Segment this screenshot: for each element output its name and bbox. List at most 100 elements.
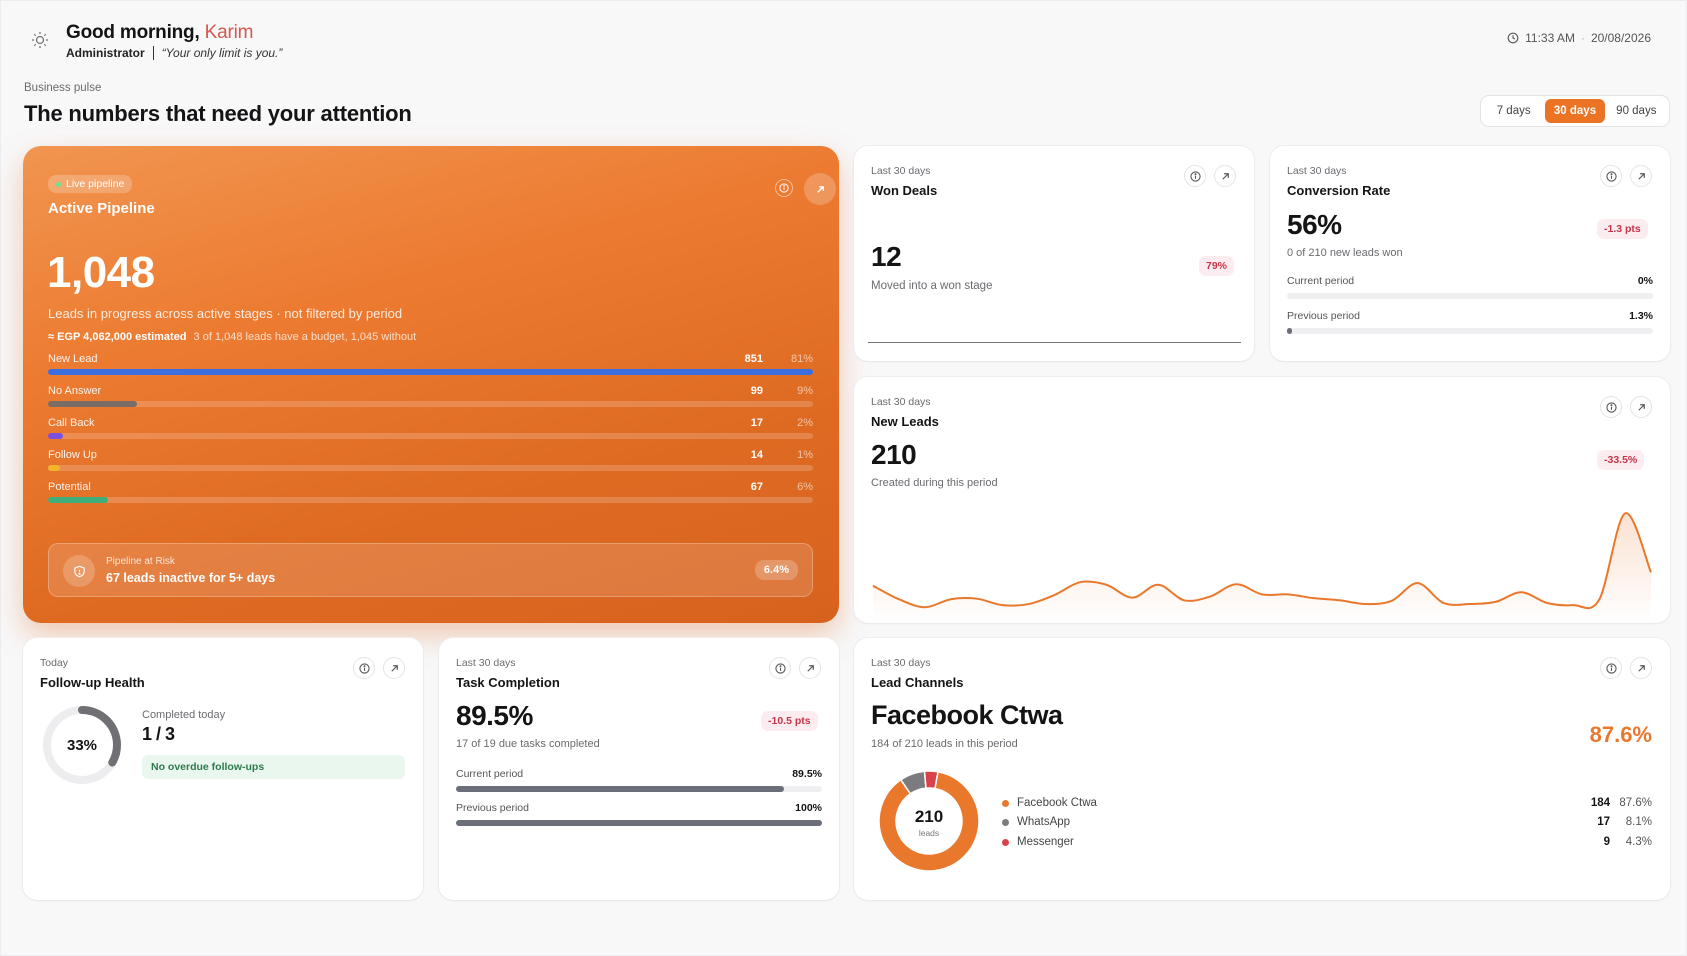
current-period-value: 89.5% [792, 768, 822, 780]
current-period-track [1287, 293, 1653, 299]
completed-value: 1 / 3 [142, 724, 175, 744]
pipeline-value: 1,048 [47, 248, 155, 297]
legend-percent: 87.6% [1619, 797, 1652, 809]
stage-track [48, 433, 813, 439]
previous-period-row: Previous period 100% [456, 802, 822, 814]
conversion-value: 56% [1287, 209, 1342, 240]
greeting: Good morning, Karim [66, 22, 253, 44]
section-kicker: Business pulse [24, 82, 102, 94]
info-icon[interactable] [1600, 165, 1622, 187]
lead-channels-card: Last 30 days Lead Channels Facebook Ctwa… [854, 638, 1670, 900]
stage-percent: 1% [797, 449, 813, 461]
card-period: Last 30 days [1287, 165, 1347, 177]
change-badge: -33.5% [1597, 450, 1645, 470]
stage-fill [48, 433, 64, 439]
donut-slice[interactable] [923, 770, 939, 790]
new-leads-card: Last 30 days New Leads 210 Created durin… [854, 377, 1670, 623]
legend-dot-icon [1002, 838, 1009, 846]
status-badge: No overdue follow-ups [142, 755, 405, 779]
card-title: Won Deals [871, 183, 938, 198]
info-icon[interactable] [769, 657, 791, 679]
live-dot-icon [56, 181, 61, 187]
arrow-up-right-icon[interactable] [383, 657, 405, 679]
legend-label: Messenger [1017, 836, 1074, 848]
range-option-7-days[interactable]: 7 days [1496, 105, 1531, 117]
top-channel-percent: 87.6% [1589, 722, 1652, 747]
arrow-up-right-icon[interactable] [1214, 165, 1236, 187]
stage-row[interactable]: Follow Up 14 1% [48, 449, 813, 479]
current-period-fill [456, 786, 784, 792]
sun-icon[interactable] [30, 30, 50, 50]
arrow-up-right-icon[interactable] [1630, 396, 1652, 418]
arrow-up-right-icon[interactable] [1630, 657, 1652, 679]
legend-percent: 8.1% [1625, 816, 1652, 828]
risk-text: 67 leads inactive for 5+ days [106, 571, 276, 585]
followup-percent: 33% [67, 737, 97, 754]
current-period-track [456, 786, 822, 792]
card-period: Today [40, 657, 69, 669]
stage-count: 14 [750, 449, 763, 461]
stage-percent: 6% [797, 481, 813, 493]
stage-track [48, 401, 813, 407]
legend-dot-icon [1002, 799, 1009, 807]
channels-donut: 210 leads [878, 770, 980, 872]
baseline [868, 342, 1241, 343]
legend-item[interactable]: WhatsApp [1002, 816, 1070, 828]
legend-item[interactable]: Facebook Ctwa [1002, 797, 1097, 809]
divider [152, 46, 154, 60]
stage-row[interactable]: No Answer 99 9% [48, 385, 813, 415]
stage-name: Follow Up [48, 449, 97, 461]
clock-icon [1507, 32, 1519, 44]
range-option-30-days[interactable]: 30 days [1545, 99, 1605, 123]
legend-percent: 4.3% [1625, 836, 1652, 848]
stage-row[interactable]: Call Back 17 2% [48, 417, 813, 447]
info-icon[interactable] [775, 179, 793, 197]
previous-period-fill [456, 820, 822, 826]
current-time: 11:33 AM [1525, 31, 1575, 45]
arrow-up-right-icon[interactable] [1630, 165, 1652, 187]
task-completion-value: 89.5% [456, 700, 533, 731]
stage-name: Potential [48, 481, 91, 493]
user-name: Karim [204, 22, 254, 43]
stage-percent: 81% [790, 353, 813, 365]
legend-item[interactable]: Messenger [1002, 836, 1074, 848]
followup-health-card: Today Follow-up Health 33% Completed tod… [23, 638, 423, 900]
info-icon[interactable] [1184, 165, 1206, 187]
card-title: Conversion Rate [1287, 183, 1391, 198]
stage-fill [48, 497, 109, 503]
range-option-90-days[interactable]: 90 days [1616, 105, 1657, 117]
change-badge: -10.5 pts [761, 711, 818, 731]
conversion-rate-card: Last 30 days Conversion Rate 56% 0 of 21… [1270, 146, 1670, 361]
info-icon[interactable] [353, 657, 375, 679]
won-deals-sub: Moved into a won stage [871, 280, 993, 292]
pipeline-estimate: ≈ EGP 4,062,000 estimated 3 of 1,048 lea… [48, 331, 416, 343]
live-pipeline-badge: Live pipeline [48, 175, 133, 193]
arrow-up-right-icon[interactable] [804, 173, 836, 205]
previous-period-value: 100% [795, 802, 822, 814]
stage-name: New Lead [48, 353, 98, 365]
stage-count: 99 [750, 385, 763, 397]
top-channel-sub: 184 of 210 leads in this period [871, 738, 1018, 750]
pipeline-at-risk[interactable]: Pipeline at Risk 67 leads inactive for 5… [48, 543, 813, 597]
arrow-up-right-icon[interactable] [799, 657, 821, 679]
stage-row[interactable]: New Lead 851 81% [48, 353, 813, 383]
card-title: Task Completion [456, 675, 560, 690]
donut-unit: leads [919, 828, 939, 838]
live-pipeline-label: Live pipeline [66, 178, 125, 190]
legend-count: 17 [1597, 816, 1610, 828]
pipeline-description: Leads in progress across active stages ·… [48, 306, 403, 321]
info-icon[interactable] [1600, 396, 1622, 418]
info-icon[interactable] [1600, 657, 1622, 679]
change-badge: -1.3 pts [1597, 219, 1648, 239]
stage-row[interactable]: Potential 67 6% [48, 481, 813, 511]
current-date: 20/08/2026 [1590, 31, 1651, 45]
previous-period-track [1287, 328, 1653, 334]
estimate-value: ≈ EGP 4,062,000 estimated [48, 331, 187, 343]
followup-ring: 33% [43, 706, 121, 784]
stage-fill [48, 369, 813, 375]
previous-period-fill [1287, 328, 1292, 334]
previous-period-row: Previous period 1.3% [1287, 310, 1653, 322]
new-leads-value: 210 [871, 439, 917, 470]
card-title: Follow-up Health [40, 675, 145, 690]
donut-slice[interactable] [878, 770, 980, 872]
